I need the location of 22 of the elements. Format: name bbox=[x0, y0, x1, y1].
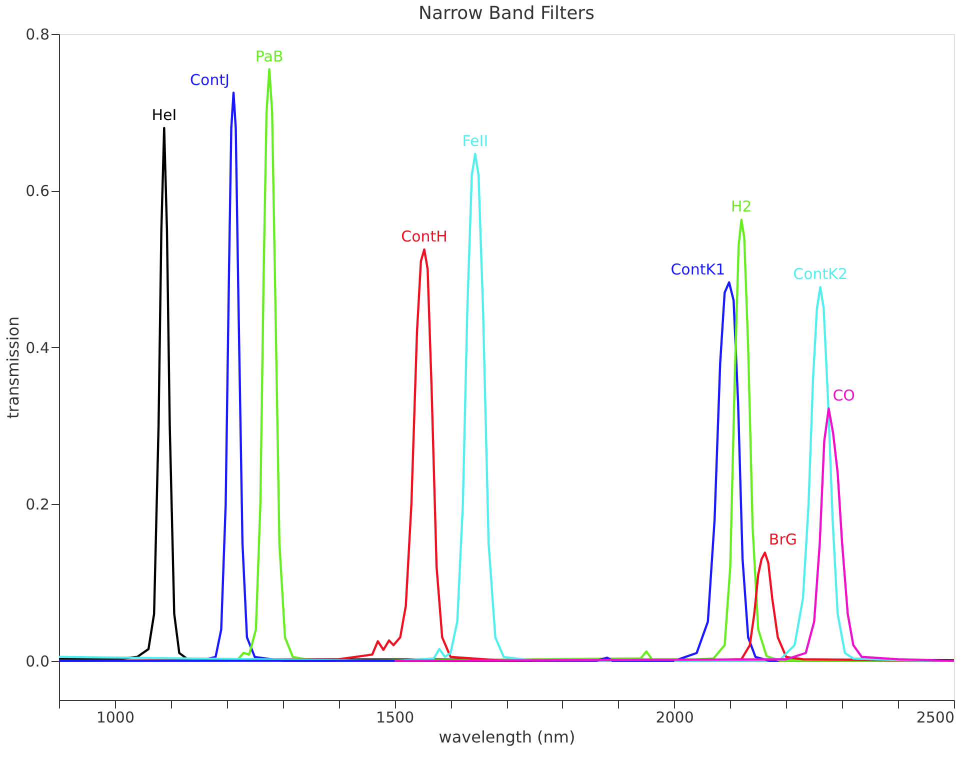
series-label: ContK2 bbox=[793, 265, 848, 284]
x-axis-title: wavelength (nm) bbox=[438, 728, 576, 746]
x-tick-label: 2500 bbox=[916, 708, 954, 726]
series-label: ContH bbox=[401, 227, 448, 246]
series-label: H2 bbox=[731, 198, 752, 216]
x-tick-label: 1500 bbox=[376, 708, 414, 726]
y-tick-label: 0.6 bbox=[26, 182, 50, 200]
y-tick-label: 0.0 bbox=[26, 652, 50, 670]
y-axis-title: transmission bbox=[4, 316, 23, 419]
series-label: PaB bbox=[255, 47, 284, 66]
series-label: CO bbox=[832, 386, 855, 405]
series-label: HeI bbox=[152, 106, 177, 124]
x-tick-label: 1000 bbox=[96, 708, 135, 726]
x-tick-label: 2000 bbox=[656, 708, 694, 726]
series-label: ContJ bbox=[190, 70, 230, 89]
series-label: FeII bbox=[462, 132, 488, 150]
series-label: BrG bbox=[768, 530, 798, 549]
y-tick-label: 0.2 bbox=[26, 496, 50, 514]
y-tick-label: 0.8 bbox=[26, 26, 50, 44]
series-label: ContK1 bbox=[670, 260, 726, 278]
chart-title: Narrow Band Filters bbox=[418, 3, 594, 24]
y-tick-label: 0.4 bbox=[26, 338, 50, 357]
